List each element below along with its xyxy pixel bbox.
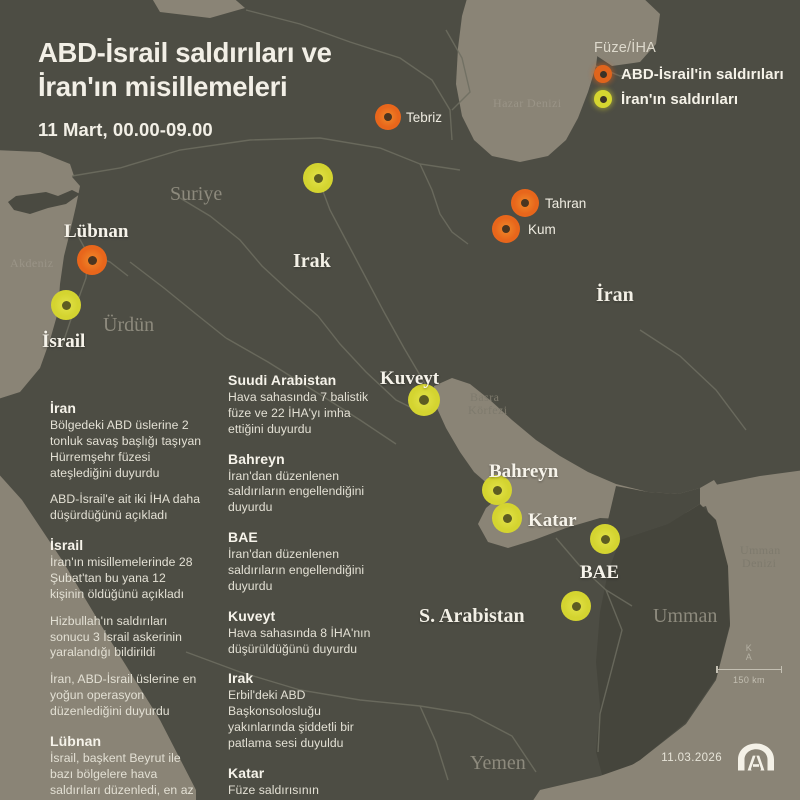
report-paragraph: İsrail, başkent Beyrut ile bazı bölgeler…	[50, 750, 194, 800]
report-paragraph: Füze saldırısının engellendiğini duyurdu	[228, 782, 351, 800]
sea-oman	[600, 470, 800, 800]
city-label-tahran: Tahran	[545, 196, 587, 211]
report-heading: İsrail	[50, 537, 84, 554]
sea-black	[152, 0, 245, 18]
report-paragraph: Hava sahasında 8 İHA'nın düşürüldüğünü d…	[228, 625, 371, 656]
report-heading: Bahreyn	[228, 450, 285, 467]
land-oman	[596, 504, 730, 782]
report-paragraph: İran, ABD-İsrail üslerine en yoğun opera…	[50, 672, 197, 719]
date-stamp: 11.03.2026	[661, 752, 722, 764]
attack-marker-bae[interactable]	[590, 524, 620, 554]
sea-caspian	[456, 0, 600, 162]
legend-label-us: ABD-İsrail'in saldırıları	[621, 65, 784, 83]
attack-marker-ruveys[interactable]	[561, 591, 591, 621]
city-label-bae: BAE	[580, 562, 620, 583]
city-label-kuveyt: Kuveyt	[380, 368, 440, 389]
attack-marker-katar[interactable]	[492, 503, 522, 533]
sea-red	[0, 475, 196, 800]
scale-bar-line	[716, 665, 782, 673]
report-paragraph: İran'dan düzenlenen saldırıların engelle…	[228, 468, 365, 515]
report-heading: BAE	[228, 529, 258, 546]
report-heading: Katar	[228, 764, 265, 781]
report-paragraph: Hava sahasında 7 balistik füze ve 22 İHA…	[228, 390, 369, 436]
map-scale-bar: K A 150 km	[716, 643, 782, 685]
report-block-irak: Irak Erbil'deki ABD Başkonsolosluğu yakın…	[228, 670, 386, 751]
report-paragraph: ABD-İsrail'e ait iki İHA daha düşürdüğün…	[50, 492, 201, 523]
sea-mediterranean	[0, 168, 80, 399]
report-paragraph: İran'dan düzenlenen saldırıların engelle…	[228, 547, 365, 593]
report-block-bae: BAE İran'dan düzenlenen saldırıların enge…	[228, 529, 386, 595]
report-heading: Irak	[228, 670, 254, 687]
attack-marker-israil[interactable]	[51, 290, 81, 320]
attack-marker-tebriz[interactable]	[375, 104, 401, 130]
city-label-lubnan: Lübnan	[64, 221, 129, 242]
text-column-left: İran Bölgedeki ABD üslerine 2 tonluk sava…	[50, 400, 202, 800]
attack-marker-tahran[interactable]	[511, 189, 539, 217]
text-column-middle: Suudi Arabistan Hava sahasında 7 balistik…	[228, 372, 386, 800]
report-block-bahreyn: Bahreyn İran'dan düzenlenen saldırıların …	[228, 451, 386, 517]
map-borders	[61, 9, 747, 781]
report-block-kuveyt: Kuveyt Hava sahasında 8 İHA'nın düşürüldü…	[228, 608, 386, 658]
legend-item-iran[interactable]: İran'ın saldırıları	[594, 90, 784, 108]
report-block-i-srail: İsrail İran'ın misillemelerinde 28 Şubat'…	[50, 537, 202, 720]
report-heading: Lübnan	[50, 732, 102, 749]
city-label-bahreyn: Bahreyn	[489, 461, 559, 482]
report-paragraph: Bölgedeki ABD üslerine 2 tonluk savaş ba…	[50, 418, 202, 480]
report-block-suudi-arabistan: Suudi Arabistan Hava sahasında 7 balistik…	[228, 372, 386, 438]
report-paragraph: Hizbullah'ın saldırıları sonucu 3 İsrail…	[50, 613, 182, 660]
north-arrow-icon: A	[745, 652, 753, 663]
legend-title: Füze/İHA	[594, 40, 657, 56]
aa-agency-logo	[738, 743, 774, 771]
city-label-kum: Kum	[528, 222, 556, 237]
report-block-i-ran: İran Bölgedeki ABD üslerine 2 tonluk sava…	[50, 400, 202, 524]
report-paragraph: Erbil'deki ABD Başkonsolosluğu yakınları…	[228, 688, 354, 751]
city-label-tebriz: Tebriz	[406, 110, 443, 125]
sea-mediterranean-2	[0, 150, 74, 182]
legend-label-iran: İran'ın saldırıları	[621, 90, 739, 108]
attack-marker-kuveyt[interactable]	[408, 384, 440, 416]
report-heading: Suudi Arabistan	[228, 372, 337, 388]
report-heading: Kuveyt	[228, 607, 276, 624]
report-block-l-bnan: Lübnan İsrail, başkent Beyrut ile bazı bö…	[50, 733, 202, 800]
legend-marker-icon-us	[594, 65, 612, 83]
attack-marker-kum[interactable]	[492, 215, 520, 243]
city-label-israil: İsrail	[42, 331, 86, 352]
city-label-katar: Katar	[528, 510, 577, 531]
sea-caspian-2	[564, 0, 660, 66]
legend-item-us-israel[interactable]: ABD-İsrail'in saldırıları	[594, 65, 784, 83]
scale-distance-label: 150 km	[733, 674, 765, 685]
report-paragraph: İran'ın misillemelerinde 28 Şubat'tan bu…	[50, 555, 193, 601]
land-uae	[608, 486, 700, 540]
north-letter: K	[745, 643, 753, 653]
legend-marker-icon-iran	[594, 90, 612, 108]
island-cyprus	[8, 190, 80, 214]
attack-marker-bahreyn[interactable]	[482, 475, 512, 505]
legend: Füze/İHA ABD-İsrail'in saldırıları İran'…	[594, 40, 784, 115]
land-yemen-coast	[533, 762, 660, 800]
report-heading: İran	[50, 400, 77, 416]
attack-marker-lubnan[interactable]	[77, 245, 107, 275]
attack-marker-erbil[interactable]	[303, 163, 333, 193]
